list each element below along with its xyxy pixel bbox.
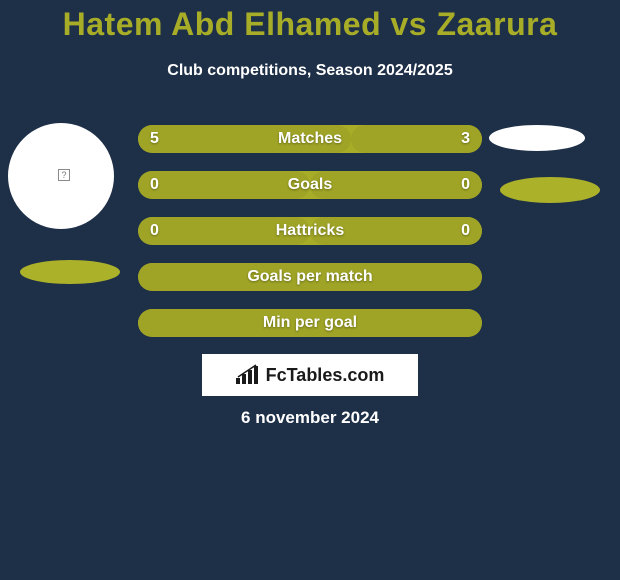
stat-label: Min per goal: [138, 309, 482, 337]
stat-row: Goals0 0: [138, 171, 482, 199]
bars-icon: [236, 364, 262, 386]
stat-row: Min per goal: [138, 309, 482, 337]
watermark-text: FcTables.com: [266, 365, 385, 386]
player-right-avatar: [489, 125, 585, 151]
stat-row: Hattricks0 0: [138, 217, 482, 245]
stat-label: Goals: [138, 171, 482, 199]
player-left-avatar: ?: [8, 123, 114, 229]
stat-row: Goals per match: [138, 263, 482, 291]
stat-value-right: 0: [461, 217, 470, 245]
stat-rows: Matches53Goals00Hattricks00Goals per mat…: [138, 125, 482, 355]
player-right-shadow: [500, 177, 600, 203]
date-text: 6 november 2024: [0, 408, 620, 428]
stat-label: Hattricks: [138, 217, 482, 245]
stat-label: Matches: [138, 125, 482, 153]
stat-row: Matches5 3: [138, 125, 482, 153]
watermark-box: FcTables.com: [202, 354, 418, 396]
stat-value-right: 0: [461, 171, 470, 199]
stat-value-left: 0: [150, 217, 159, 245]
comparison-infographic: Hatem Abd Elhamed vs Zaarura Club compet…: [0, 0, 620, 580]
stat-label: Goals per match: [138, 263, 482, 291]
stat-value-left: 5: [150, 125, 159, 153]
subtitle: Club competitions, Season 2024/2025: [0, 62, 620, 80]
stat-value-right: 3: [461, 125, 470, 153]
player-left-shadow: [20, 260, 120, 284]
page-title: Hatem Abd Elhamed vs Zaarura: [0, 6, 620, 43]
stat-value-left: 0: [150, 171, 159, 199]
broken-image-icon: ?: [58, 169, 70, 181]
